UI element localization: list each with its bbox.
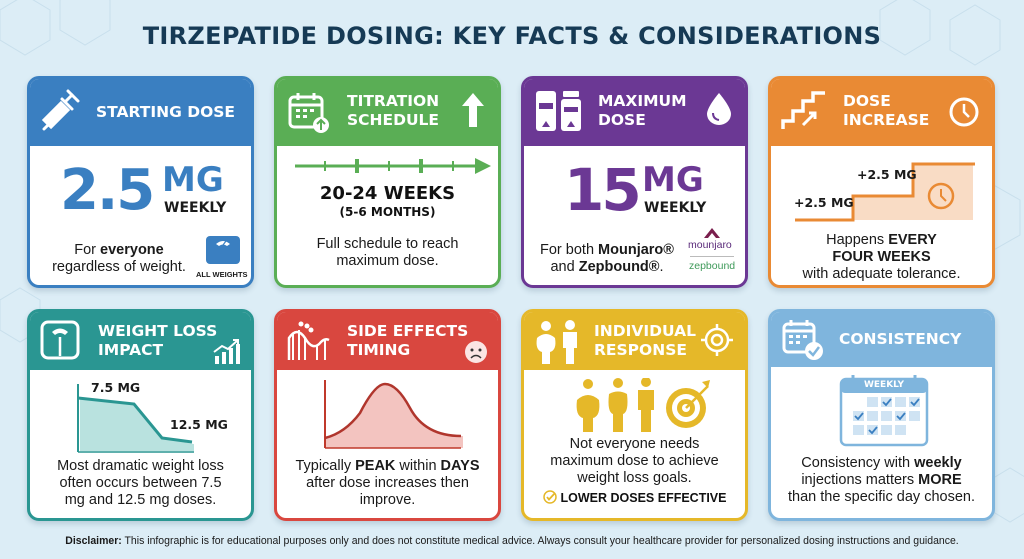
clock-icon bbox=[927, 182, 955, 210]
dose-frequency: WEEKLY bbox=[164, 200, 227, 216]
side-effects-curve bbox=[324, 380, 463, 449]
zepbound-logo: zepbound bbox=[689, 260, 736, 272]
description: Most dramatic weight loss often occurs b… bbox=[57, 458, 224, 508]
step-label-lower: +2.5 MG bbox=[794, 195, 854, 210]
schedule-duration: 20-24 WEEKS bbox=[319, 183, 456, 204]
card-maximum-dose: MAXIMUM DOSE 15 MG WEEKLY For both Mounj… bbox=[521, 76, 748, 288]
chart-label-high: 7.5 MG bbox=[91, 380, 141, 395]
card-header: CONSISTENCY bbox=[771, 312, 992, 367]
mounjaro-logo: mounjaro bbox=[688, 239, 732, 251]
page-title: TIRZEPATIDE DOSING: KEY FACTS & CONSIDER… bbox=[142, 22, 882, 50]
card-title: TITRATION SCHEDULE bbox=[347, 92, 440, 129]
bar-chart-icon bbox=[213, 339, 240, 364]
target-icon bbox=[701, 324, 733, 356]
arrow-up-icon bbox=[462, 93, 484, 127]
dose-unit: MG bbox=[642, 160, 704, 200]
check-circle-icon bbox=[542, 490, 557, 504]
card-side-effects-timing: SIDE EFFECTS TIMING Typically PEAK withi… bbox=[274, 309, 501, 521]
timeline-arrow bbox=[295, 158, 491, 174]
syringe-icon bbox=[41, 89, 80, 131]
stairs-icon bbox=[781, 91, 825, 129]
card-title: DOSE INCREASE bbox=[843, 92, 930, 129]
logo-divider bbox=[690, 256, 734, 257]
scale-icon bbox=[206, 236, 240, 264]
card-header: DOSE INCREASE bbox=[771, 79, 992, 146]
calendar-label: WEEKLY bbox=[863, 380, 905, 390]
card-individual-response: INDIVIDUAL RESPONSE No bbox=[521, 309, 748, 521]
card-header: WEIGHT LOSS IMPACT bbox=[30, 312, 251, 370]
description: Consistency with weekly injections matte… bbox=[787, 455, 975, 505]
description: Happens EVERY FOUR WEEKS with adequate t… bbox=[802, 232, 961, 282]
mounjaro-logo-icon bbox=[704, 228, 720, 238]
dose-value: 2.5 bbox=[60, 158, 155, 223]
card-title: WEIGHT LOSS IMPACT bbox=[98, 322, 218, 359]
calendar-check-icon bbox=[782, 320, 823, 360]
target-icon bbox=[666, 380, 710, 428]
schedule-months: (5-6 MONTHS) bbox=[339, 205, 436, 219]
droplet-icon bbox=[707, 93, 731, 125]
weight-loss-chart bbox=[77, 384, 194, 453]
card-header: TITRATION SCHEDULE bbox=[277, 79, 498, 146]
dose-frequency: WEEKLY bbox=[644, 200, 707, 216]
scale-icon bbox=[40, 320, 80, 360]
sad-face-icon bbox=[465, 341, 487, 363]
card-header: INDIVIDUAL RESPONSE bbox=[524, 312, 745, 370]
step-label-upper: +2.5 MG bbox=[857, 167, 917, 182]
dose-unit: MG bbox=[162, 160, 224, 200]
card-weight-loss-impact: WEIGHT LOSS IMPACT 7.5 MG 12.5 MG Most d… bbox=[27, 309, 254, 521]
description: For both Mounjaro® and Zepbound®. bbox=[540, 242, 674, 275]
clock-icon bbox=[949, 97, 979, 127]
all-weights-label: ALL WEIGHTS bbox=[196, 270, 248, 279]
people-target-illustration bbox=[576, 378, 710, 432]
card-title: CONSISTENCY bbox=[839, 330, 962, 348]
chart-label-low: 12.5 MG bbox=[170, 417, 228, 432]
card-title: INDIVIDUAL RESPONSE bbox=[594, 322, 696, 359]
card-header: SIDE EFFECTS TIMING bbox=[277, 312, 498, 370]
card-title: MAXIMUM DOSE bbox=[598, 92, 687, 129]
roller-coaster-icon bbox=[287, 321, 330, 360]
people-icon bbox=[536, 320, 577, 364]
calendar-up-icon bbox=[288, 93, 329, 133]
card-header: STARTING DOSE bbox=[30, 79, 251, 146]
disclaimer: Disclaimer: This infographic is for educ… bbox=[65, 535, 959, 547]
dose-value: 15 bbox=[564, 156, 642, 224]
description: Full schedule to reach maximum dose. bbox=[316, 236, 459, 269]
card-header: MAXIMUM DOSE bbox=[524, 79, 745, 146]
card-consistency: CONSISTENCY WEEKLY Consistency with week… bbox=[768, 309, 995, 521]
medicine-bottles-icon bbox=[536, 91, 581, 131]
card-title: SIDE EFFECTS TIMING bbox=[347, 322, 469, 359]
card-starting-dose: STARTING DOSE 2.5 MG WEEKLY For everyone… bbox=[27, 76, 254, 288]
card-title: STARTING DOSE bbox=[96, 103, 235, 121]
lower-doses-badge: LOWER DOSES EFFECTIVE bbox=[524, 490, 745, 505]
description: Not everyone needs maximum dose to achie… bbox=[550, 436, 719, 486]
weekly-calendar bbox=[839, 375, 929, 447]
card-dose-increase: DOSE INCREASE +2.5 MG +2.5 MG Happens EV… bbox=[768, 76, 995, 288]
description: For everyone regardless of weight. bbox=[52, 242, 186, 275]
step-chart bbox=[795, 162, 975, 222]
description: Typically PEAK within DAYS after dose in… bbox=[295, 458, 480, 508]
card-titration-schedule: TITRATION SCHEDULE 20-24 WEEKS (5-6 MONT… bbox=[274, 76, 501, 288]
